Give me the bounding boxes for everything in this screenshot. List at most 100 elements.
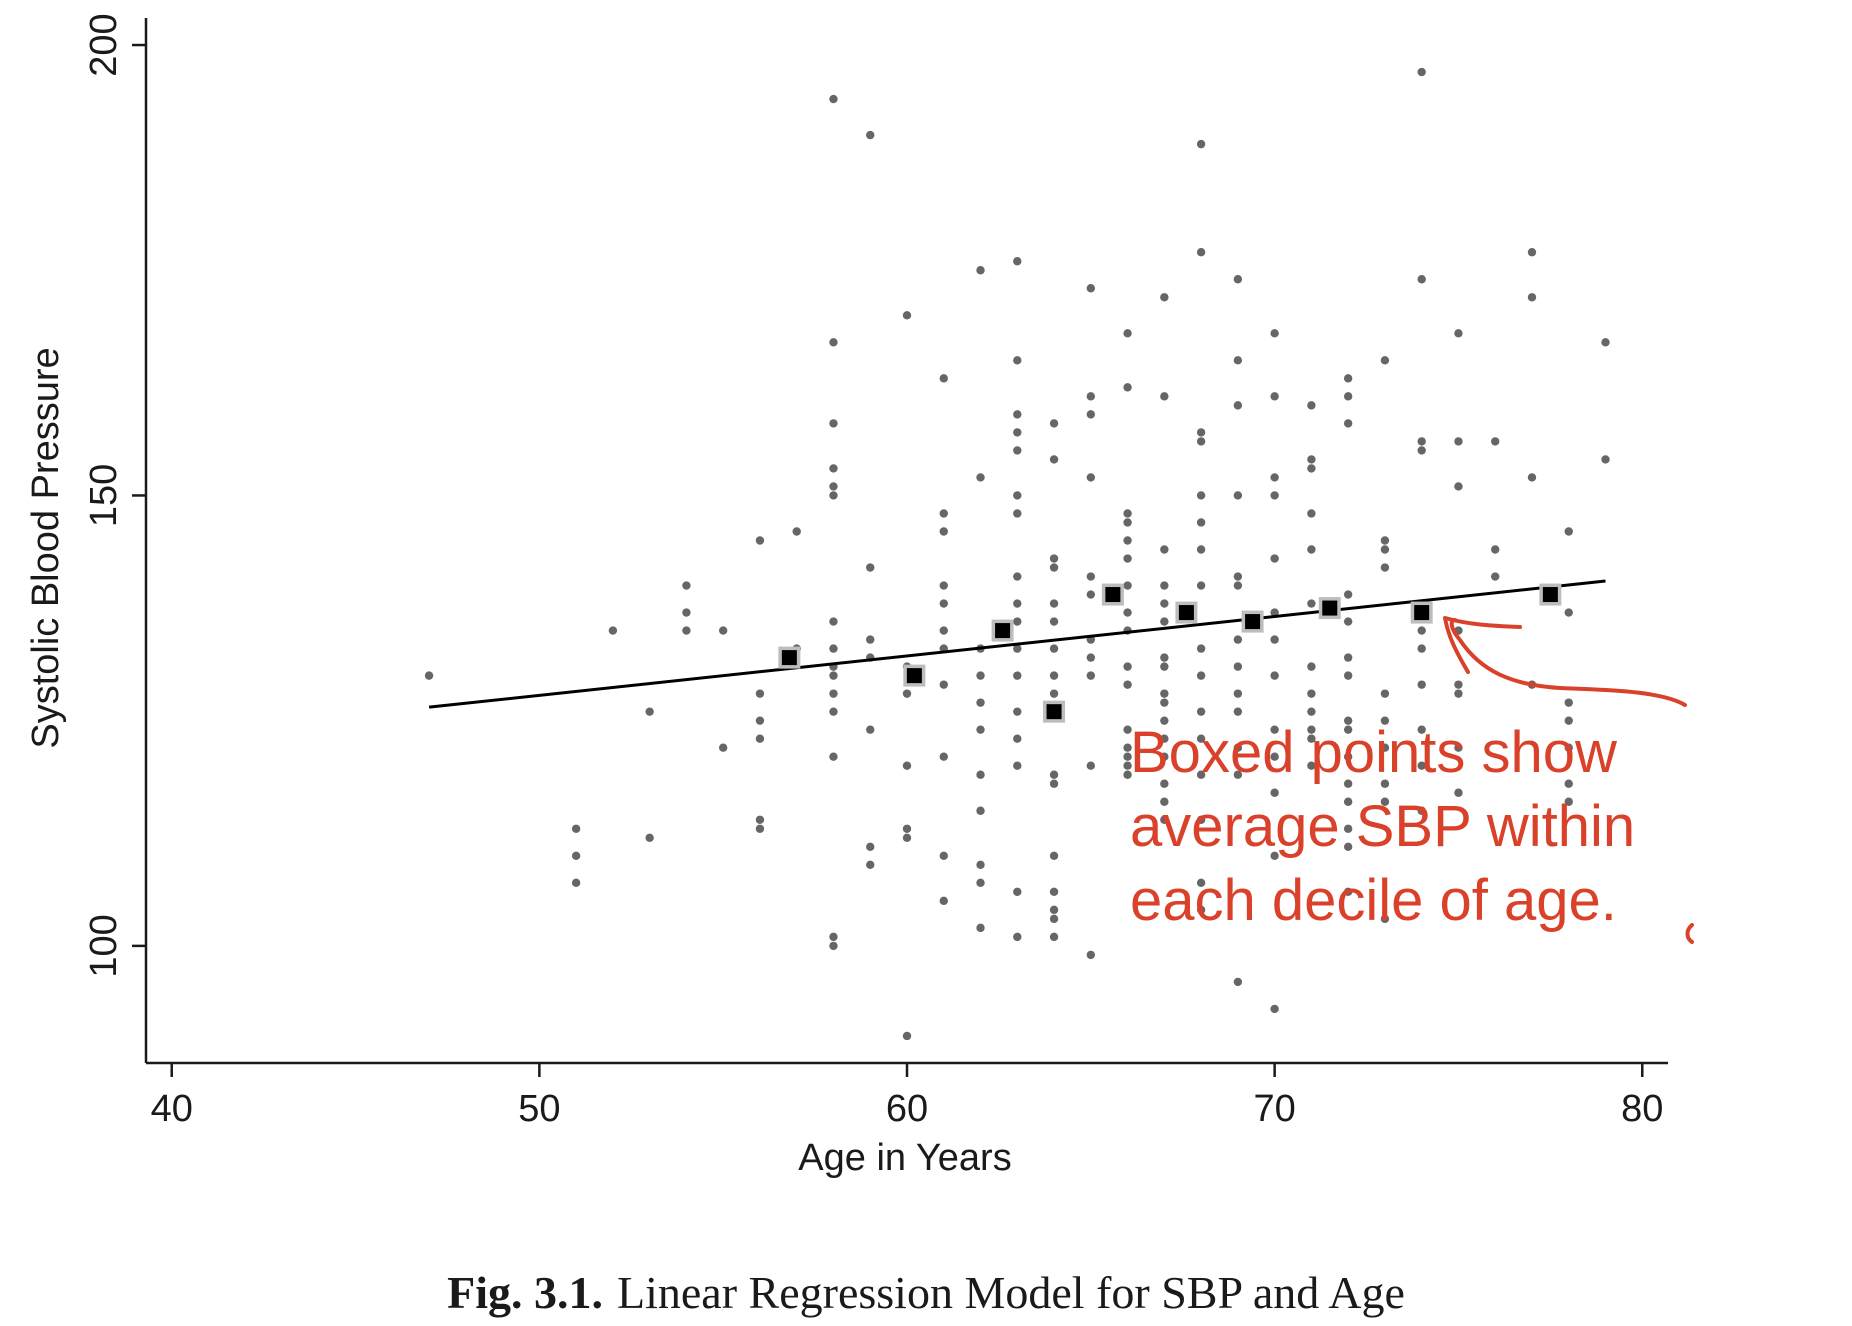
data-point xyxy=(829,671,838,680)
data-point xyxy=(902,689,912,698)
data-point xyxy=(1196,491,1206,500)
data-point xyxy=(1343,725,1353,734)
data-point xyxy=(1049,905,1059,915)
data-point xyxy=(1123,725,1132,734)
data-point xyxy=(829,338,838,347)
annotation-arrow-curve xyxy=(1449,618,1687,707)
data-point xyxy=(1123,509,1132,518)
decile-mean-marker xyxy=(906,668,922,684)
data-point xyxy=(1307,761,1316,770)
data-point xyxy=(1196,734,1206,743)
data-point xyxy=(1123,383,1132,392)
data-point xyxy=(1343,797,1353,806)
data-point xyxy=(1343,887,1353,897)
data-point xyxy=(1049,779,1059,788)
data-point xyxy=(1270,554,1279,563)
data-point xyxy=(1196,905,1206,915)
data-point xyxy=(976,725,985,734)
data-point xyxy=(424,671,434,680)
data-point xyxy=(939,851,948,861)
data-point xyxy=(1564,743,1573,752)
data-point xyxy=(755,536,765,545)
data-point xyxy=(1013,599,1022,608)
data-point xyxy=(902,824,912,833)
data-point xyxy=(1013,410,1022,419)
data-point xyxy=(1417,275,1426,284)
data-point xyxy=(829,464,838,473)
data-point xyxy=(1233,689,1243,698)
data-point xyxy=(1196,644,1206,653)
data-point xyxy=(1160,392,1169,401)
x-tick-label: 50 xyxy=(518,1088,560,1130)
data-point xyxy=(1343,752,1353,761)
data-point xyxy=(939,509,948,518)
data-point xyxy=(1601,455,1610,464)
data-points xyxy=(424,67,1610,1041)
data-point xyxy=(1086,761,1096,770)
data-point xyxy=(1307,725,1316,734)
data-point xyxy=(1123,518,1132,527)
data-point xyxy=(1527,293,1537,302)
data-point xyxy=(1491,545,1500,554)
data-point xyxy=(1196,518,1206,527)
data-point xyxy=(682,581,691,590)
data-point xyxy=(1086,473,1096,482)
decile-mean-marker xyxy=(1322,600,1338,616)
data-point xyxy=(1160,545,1169,554)
data-point xyxy=(829,482,838,491)
data-point xyxy=(976,671,985,680)
data-point xyxy=(1049,455,1059,464)
data-point xyxy=(1160,293,1169,302)
data-point xyxy=(939,374,948,383)
data-point xyxy=(1270,752,1279,761)
data-point xyxy=(1049,671,1059,680)
data-point xyxy=(976,806,985,815)
data-point xyxy=(718,743,728,752)
data-point xyxy=(1049,932,1059,942)
data-point xyxy=(1343,671,1353,680)
data-point xyxy=(976,923,985,933)
data-point xyxy=(939,527,948,536)
data-point xyxy=(1601,338,1610,347)
data-point xyxy=(829,94,838,104)
data-point xyxy=(1343,779,1353,788)
data-point xyxy=(1049,599,1059,608)
data-point xyxy=(1086,572,1096,581)
data-point xyxy=(1013,932,1022,942)
data-point xyxy=(1049,851,1059,861)
data-point xyxy=(1380,545,1390,554)
data-point xyxy=(1160,617,1169,626)
data-point xyxy=(1123,770,1132,779)
data-point xyxy=(1564,698,1573,707)
data-point xyxy=(1454,482,1463,491)
data-point xyxy=(1049,554,1059,563)
data-point xyxy=(1454,689,1463,698)
data-point xyxy=(1049,689,1059,698)
data-point xyxy=(1343,374,1353,383)
data-point xyxy=(755,824,765,833)
data-point xyxy=(1417,680,1426,689)
data-point xyxy=(1307,662,1316,671)
data-point xyxy=(829,707,838,716)
data-point xyxy=(1270,1004,1279,1014)
data-point xyxy=(1123,743,1132,752)
data-point xyxy=(1564,527,1573,536)
data-point xyxy=(1160,662,1169,671)
data-point xyxy=(1270,671,1279,680)
data-point xyxy=(1086,653,1096,662)
data-point xyxy=(1013,428,1022,437)
data-point xyxy=(1049,617,1059,626)
annotation-bracket-end xyxy=(1685,923,1694,944)
data-point xyxy=(1454,788,1463,797)
data-point xyxy=(1196,437,1206,446)
data-point xyxy=(829,752,838,761)
data-point xyxy=(1417,437,1426,446)
data-point xyxy=(1564,716,1573,725)
data-point xyxy=(1160,599,1169,608)
data-point xyxy=(1417,761,1426,770)
y-tick-label: 200 xyxy=(83,13,125,76)
data-point xyxy=(1233,491,1243,500)
data-point xyxy=(1233,707,1243,716)
data-point xyxy=(571,824,581,833)
data-point xyxy=(1380,797,1390,806)
